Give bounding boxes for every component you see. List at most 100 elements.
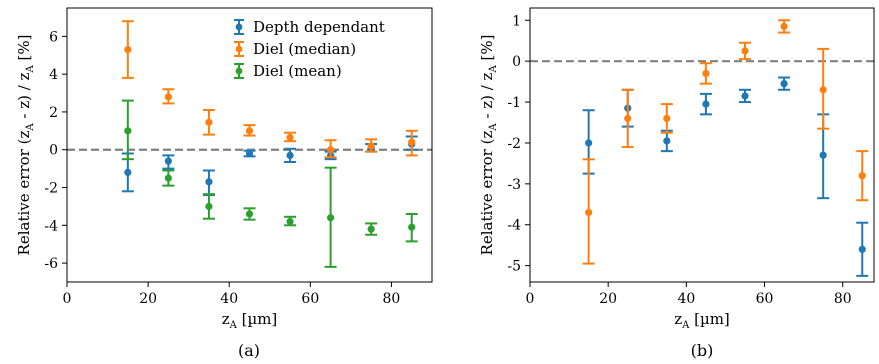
data-point <box>702 100 710 108</box>
data-point <box>819 86 827 94</box>
x-axis-label: zA [µm] <box>222 310 278 331</box>
y-tick-label: -3 <box>507 177 521 193</box>
data-point <box>819 151 827 159</box>
x-tick-label: 60 <box>301 291 319 307</box>
y-tick-label: 4 <box>49 67 58 83</box>
data-point <box>245 149 254 158</box>
x-tick-label: 60 <box>756 291 774 307</box>
series-mean <box>121 99 418 268</box>
data-point <box>663 114 671 123</box>
x-axis-label-main: z <box>222 310 230 328</box>
legend-item-mean: Diel (mean) <box>234 62 342 80</box>
data-point <box>124 45 132 54</box>
data-point <box>663 137 671 145</box>
y-axis-label-sub: A <box>488 65 499 74</box>
data-point <box>286 133 294 142</box>
data-point <box>741 92 749 100</box>
legend-marker-dot <box>235 45 243 53</box>
y-tick-label: 2 <box>49 105 58 121</box>
series-median <box>121 20 418 159</box>
y-tick-label: 6 <box>49 29 58 45</box>
x-axis-label-unit: [µm] <box>689 310 729 328</box>
x-tick-label: 40 <box>220 291 238 307</box>
data-point <box>124 168 132 176</box>
y-tick-label: -2 <box>507 136 521 152</box>
y-tick-label: -4 <box>44 218 58 234</box>
series-depth <box>582 76 869 277</box>
y-tick-label: -5 <box>507 259 521 275</box>
data-point <box>741 47 749 55</box>
data-point <box>780 80 788 88</box>
data-point <box>164 174 172 182</box>
data-point <box>408 223 416 231</box>
y-tick-label: 0 <box>512 54 521 70</box>
panel-label: (b) <box>691 341 714 360</box>
data-point <box>164 93 172 101</box>
data-point <box>367 142 375 150</box>
axes-frame <box>66 7 433 283</box>
series-median <box>582 19 869 265</box>
x-axis-label-unit: [µm] <box>237 310 277 328</box>
x-axis-label-main: z <box>674 310 682 328</box>
data-point <box>367 225 375 233</box>
y-axis-label-sub: A <box>25 65 36 74</box>
y-axis-label-part: [%] <box>478 35 496 66</box>
y-axis-label-sub: A <box>488 123 499 132</box>
y-axis-label: Relative error (zA - z) / zA [%] <box>478 35 499 256</box>
data-point <box>702 69 710 78</box>
data-point <box>205 202 213 211</box>
data-point <box>124 127 132 135</box>
x-tick-label: 0 <box>526 291 535 307</box>
legend-label: Diel (median) <box>253 40 356 58</box>
data-point <box>585 139 593 147</box>
data-point <box>205 178 213 186</box>
axes-frame <box>529 7 875 283</box>
data-point <box>408 138 416 146</box>
legend-marker-dot <box>235 67 243 75</box>
data-point <box>245 210 254 218</box>
y-tick-label: -1 <box>507 95 521 111</box>
y-axis-label-part: Relative error (z <box>478 131 496 256</box>
y-axis-label-part: [%] <box>15 35 33 66</box>
panel-label: (a) <box>238 341 260 360</box>
y-tick-label: -2 <box>44 181 58 197</box>
x-axis-label: zA [µm] <box>674 310 730 331</box>
x-tick-label: 80 <box>383 291 401 307</box>
x-axis-label-sub: A <box>229 320 238 331</box>
legend-label: Diel (mean) <box>253 62 342 80</box>
x-tick-label: 40 <box>677 291 695 307</box>
legend-marker-dot <box>235 23 243 31</box>
y-tick-label: -4 <box>507 218 521 234</box>
y-axis-label-sub: A <box>25 123 36 132</box>
y-axis-label-part: - z) / z <box>15 72 33 123</box>
data-point <box>164 157 172 165</box>
data-point <box>858 245 866 253</box>
legend-item-median: Diel (median) <box>234 40 356 58</box>
data-point <box>205 118 213 126</box>
data-point <box>327 214 335 222</box>
x-tick-label: 80 <box>834 291 852 307</box>
data-point <box>286 151 294 159</box>
x-axis-label-sub: A <box>681 320 690 331</box>
data-point <box>780 22 788 31</box>
x-tick-label: 20 <box>599 291 617 307</box>
legend: Depth dependant Diel (median) Diel (mean) <box>234 18 385 80</box>
data-point <box>327 146 335 154</box>
x-tick-label: 20 <box>139 291 157 307</box>
y-axis-label: Relative error (zA - z) / zA [%] <box>15 35 36 256</box>
data-point <box>245 127 254 135</box>
data-point <box>585 208 593 217</box>
x-tick-label: 0 <box>63 291 72 307</box>
data-point <box>286 217 294 226</box>
y-tick-label: 1 <box>512 13 521 29</box>
data-point <box>858 172 866 180</box>
y-axis-label-part: - z) / z <box>478 72 496 123</box>
legend-label: Depth dependant <box>253 18 385 36</box>
y-axis-label-part: Relative error (z <box>15 131 33 256</box>
y-tick-label: 0 <box>49 143 58 159</box>
y-tick-label: -6 <box>44 256 58 272</box>
legend-item-depth: Depth dependant <box>234 18 385 36</box>
